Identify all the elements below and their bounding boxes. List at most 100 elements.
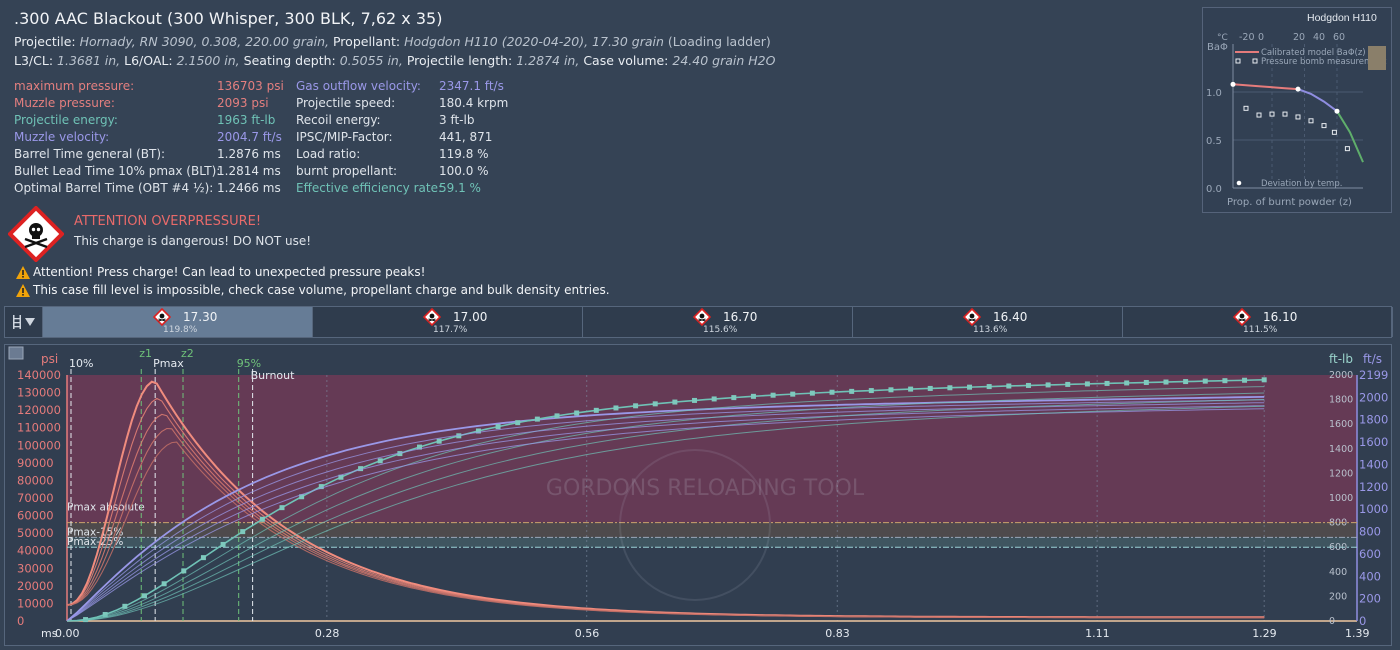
model-curve-high [1336, 110, 1364, 163]
psi-tick-label: 140000 [17, 368, 61, 382]
psi-tick-label: 0 [17, 614, 24, 628]
measurement-point [1308, 118, 1314, 124]
result-label: Optimal Barrel Time (OBT #4 ½): [14, 181, 214, 195]
legend-label: Pressure bomb measurement [1261, 57, 1387, 67]
energy-point [829, 389, 835, 395]
result-value: 1.2876 ms [217, 147, 281, 161]
burn-model-chart: Hodgdon H110 BaΦ Prop. of burnt powder (z)… [1206, 12, 1387, 208]
velocity-tick-label: 2000 [1359, 390, 1388, 404]
result-value: 180.4 krpm [439, 96, 509, 110]
energy-point [181, 568, 187, 574]
projectile-label: Projectile: [14, 34, 76, 49]
skull-warning-icon [693, 308, 711, 326]
result-value: 136703 psi [217, 79, 284, 93]
energy-point [279, 505, 285, 511]
measurement-point [1344, 146, 1350, 152]
result-label: Muzzle velocity: [14, 130, 110, 144]
energy-point [908, 386, 914, 392]
ladder-item[interactable]: 17.00 117.7% [313, 307, 583, 337]
energy-point [672, 399, 678, 405]
result-label: Load ratio: [296, 147, 361, 161]
energy-point [1222, 378, 1228, 384]
ladder-charge-value: 17.30 [183, 310, 218, 324]
energy-point [1261, 377, 1267, 383]
l3-label: L3/CL: [14, 53, 54, 68]
energy-point [1124, 380, 1130, 386]
propellant-label: Propellant: [332, 34, 401, 49]
psi-tick-label: 10000 [17, 596, 54, 610]
measurement-point [1295, 114, 1301, 120]
ladder-item[interactable]: 16.40 113.6% [853, 307, 1123, 337]
energy-point [358, 466, 364, 472]
marker-label: 10% [69, 357, 93, 370]
inset-temp-tick: 40 [1313, 32, 1325, 43]
energy-point [515, 420, 521, 426]
velocity-curve [66, 399, 1265, 622]
energy-point [770, 392, 776, 398]
energy-point [711, 396, 717, 402]
pressure-curve [66, 441, 1265, 619]
warning-line: This case fill level is impossible, chec… [16, 283, 610, 297]
result-value: 3 ft-lb [439, 113, 475, 127]
projectile-length-value: 1.2874 in, [516, 53, 580, 68]
marker-label: z1 [139, 347, 152, 360]
legend-swatch [1252, 58, 1258, 64]
ladder-item[interactable]: 16.10 111.5% [1123, 307, 1393, 337]
ladder-load-ratio: 119.8% [163, 325, 198, 335]
pressure-chart-panel[interactable]: 0.00 0.28 0.56 0.83 1.11 1.29 1.39 ms 0 10000 2000… [4, 344, 1392, 646]
seating-label: Seating depth: [243, 53, 336, 68]
velocity-tick-label: 1600 [1359, 435, 1388, 449]
model-curve-low [1232, 83, 1299, 91]
energy-point [377, 458, 383, 464]
energy-tick-label: 0 [1329, 616, 1335, 627]
x-unit-label: ms [41, 627, 58, 640]
x-tick-label: 0.28 [315, 627, 340, 640]
ladder-item[interactable]: 17.30 119.8% [43, 307, 313, 337]
threshold-label: Pmax-25% [67, 536, 123, 548]
result-label: Recoil energy: [296, 113, 381, 127]
ladder-load-ratio: 117.7% [433, 325, 468, 335]
ladder-item[interactable]: 16.70 115.6% [583, 307, 853, 337]
energy-tick-label: 200 [1329, 591, 1347, 602]
result-label: Effective efficiency rate: [296, 181, 443, 195]
margin-zone [67, 537, 1357, 548]
ladder-icon [13, 315, 21, 329]
result-label: Barrel Time general (BT): [14, 147, 166, 161]
dimensions-line: L3/CL: 1.3681 in, L6/OAL: 2.1500 in, Sea… [14, 53, 775, 68]
result-label: Projectile energy: [14, 113, 118, 127]
warning-text: This case fill level is impossible, chec… [33, 283, 610, 297]
ladder-charge-value: 17.00 [453, 310, 488, 324]
energy-point [967, 384, 973, 390]
energy-point [574, 410, 580, 416]
inset-temp-tick: 20 [1293, 32, 1305, 43]
energy-point [927, 385, 933, 391]
result-value: 59.1 % [439, 181, 481, 195]
energy-tick-label: 1600 [1329, 419, 1353, 430]
loading-ladder-bar: 17.30 119.8% 17.00 117.7% 16.70 115.6% 16.40 11… [4, 306, 1393, 338]
result-value: 1963 ft-lb [217, 113, 276, 127]
energy-point [397, 451, 403, 457]
inset-title: Hodgdon H110 [1307, 12, 1377, 24]
warning-text: Attention! Press charge! Can lead to une… [33, 265, 426, 279]
legend-label: Deviation by temp. [1261, 179, 1342, 189]
velocity-tick-label: 0 [1359, 614, 1366, 628]
psi-tick-label: 70000 [17, 491, 54, 505]
energy-point [868, 388, 874, 394]
energy-point [633, 403, 639, 409]
energy-point [495, 424, 501, 430]
psi-tick-label: 100000 [17, 438, 61, 452]
ladder-load-ratio: 111.5% [1243, 325, 1278, 335]
energy-tick-label: 1000 [1329, 493, 1353, 504]
inset-y-label: BaΦ [1207, 42, 1228, 53]
ladder-menu-button[interactable] [5, 307, 43, 337]
x-tick-label: 1.29 [1252, 627, 1277, 640]
burn-model-inset[interactable]: Hodgdon H110 BaΦ Prop. of burnt powder (z)… [1202, 7, 1392, 213]
model-point [1334, 108, 1340, 114]
x-tick-label: 1.11 [1085, 627, 1110, 640]
velocity-unit-label: ft/s [1363, 352, 1382, 366]
skull-warning-icon [1233, 308, 1251, 326]
energy-point [652, 401, 658, 407]
energy-point [417, 444, 423, 450]
projectile-length-label: Projectile length: [406, 53, 513, 68]
result-label: Gas outflow velocity: [296, 79, 421, 93]
